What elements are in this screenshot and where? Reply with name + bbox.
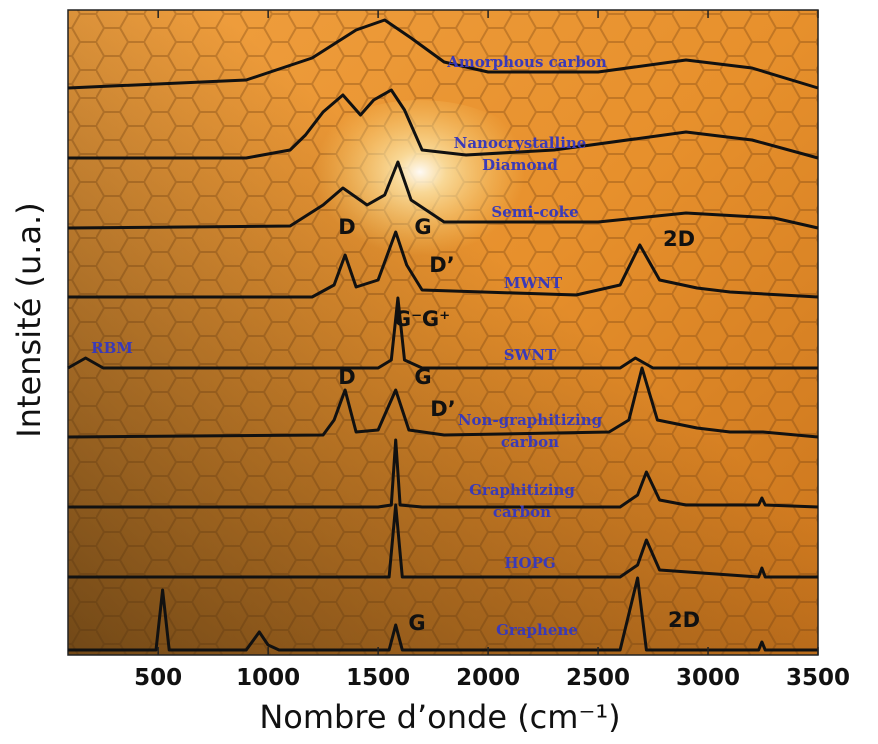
x-tick-label: 500 [134,665,182,691]
x-tick-label: 1000 [236,665,300,691]
series-label: SWNT [503,346,557,364]
peak-label: 2D [663,227,695,251]
peak-label: D’ [429,253,454,277]
plot [67,18,819,652]
series-label: HOPG [504,554,556,572]
peak-label: G [408,611,425,635]
peak-label: G⁻ [394,307,422,331]
series-label: Graphene [496,621,578,639]
peak-label: G [414,365,431,389]
x-tick-label: 3500 [786,665,850,691]
x-tick-label: 3000 [676,665,740,691]
series-label: Non-graphitizing carbon [457,411,603,451]
peak-label: RBM [91,339,133,357]
peak-label: D [338,365,355,389]
spectrum-line [67,160,819,230]
spectrum-line [68,438,819,509]
spectrum-line [68,230,819,299]
x-tick-label: 1500 [346,665,410,691]
peak-label: 2D [668,608,700,632]
spectrum-line [68,503,818,579]
series-label: Graphitizing carbon [469,481,575,521]
series-label: Semi-coke [491,203,579,221]
x-tick-label: 2000 [456,665,520,691]
spectrum-line [67,366,819,439]
peak-label: D [338,215,355,239]
peak-label: G [414,215,431,239]
peak-label: G⁺ [422,307,450,331]
spectrum-line [68,88,819,160]
y-axis-title: Intensité (u.a.) [10,202,48,437]
series-label: Nanocrystalline Diamond [453,134,587,174]
series-label: Amorphous carbon [447,53,607,71]
x-axis-title: Nombre d’onde (cm⁻¹) [259,698,620,736]
plot-background [67,9,819,656]
spectrum-line [68,576,818,652]
spectrum-line [67,296,818,370]
peak-label: D’ [430,397,455,421]
spectrum-line [67,18,819,90]
x-tick-label: 2500 [566,665,630,691]
series-label: MWNT [503,274,563,292]
